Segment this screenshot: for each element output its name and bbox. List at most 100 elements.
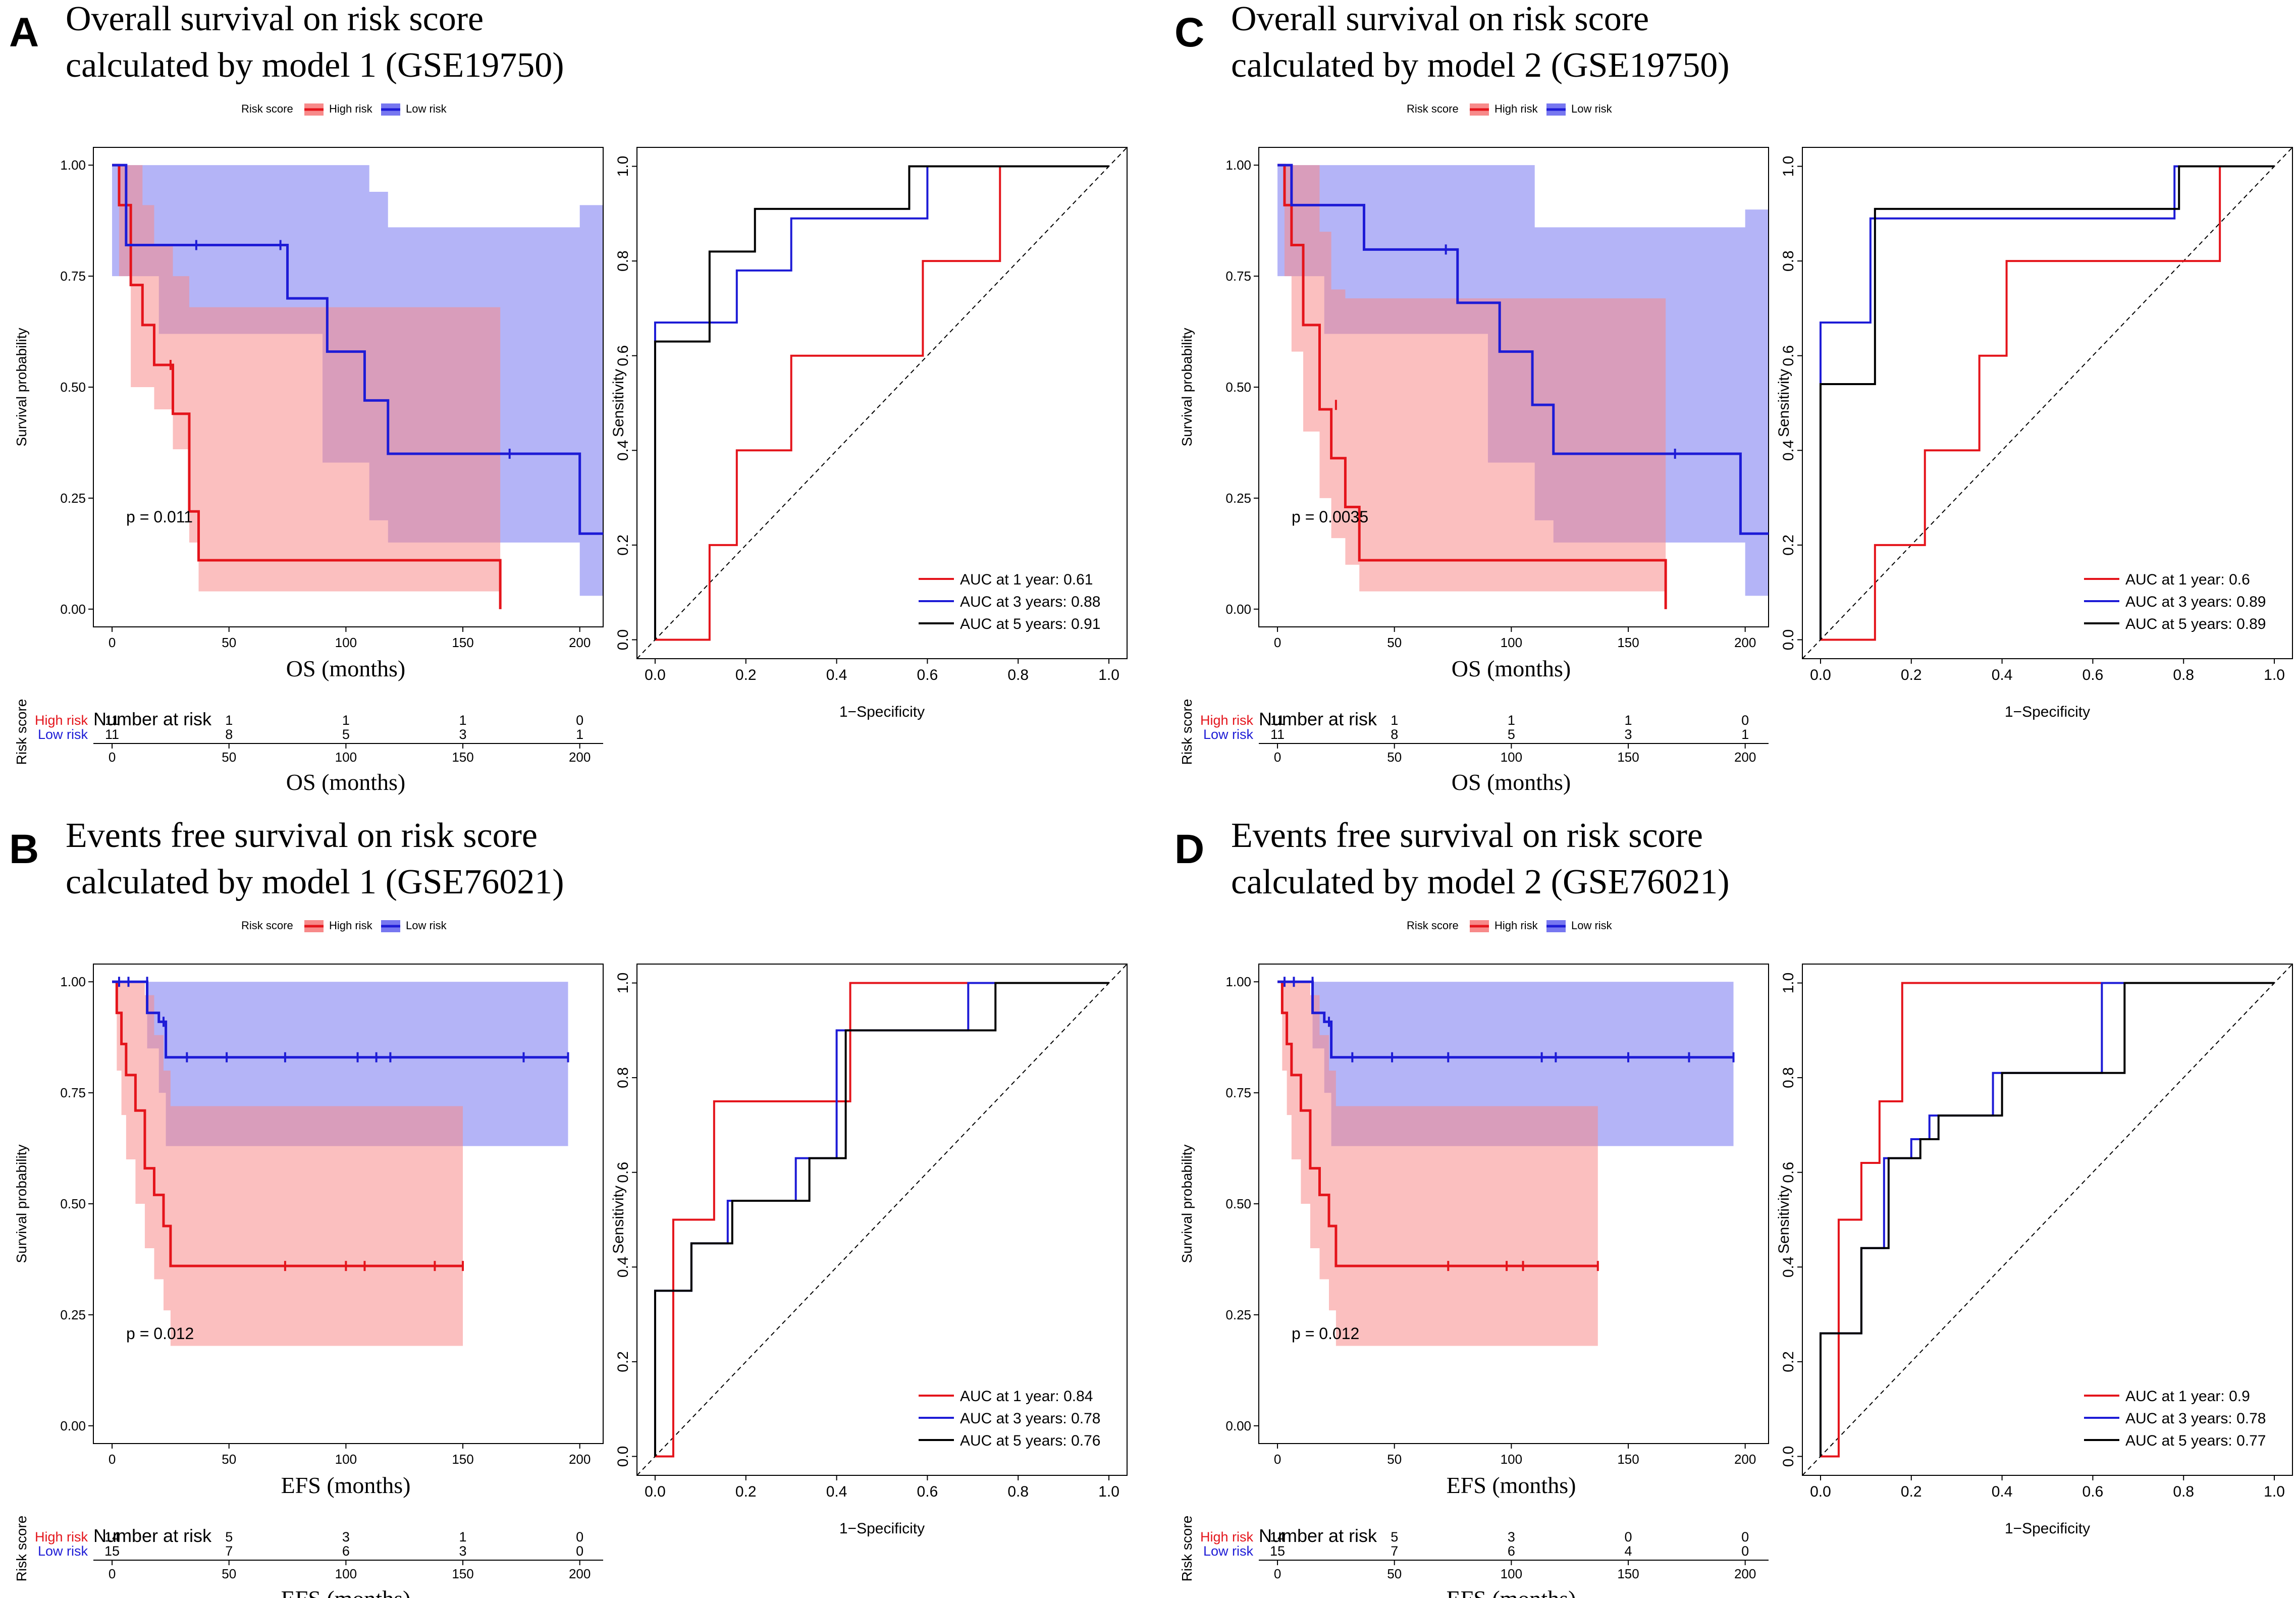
risk-table-x-axis-label: OS (months): [1452, 769, 1571, 795]
roc-legend-label: AUC at 3 years: 0.78: [2125, 1410, 2266, 1427]
risk-count: 7: [225, 1543, 233, 1559]
km-x-tick-label: 0: [1274, 635, 1281, 650]
risk-table-x-axis-label: EFS (months): [1447, 1586, 1576, 1598]
risk-count: 0: [1741, 1543, 1749, 1559]
km-y-tick-label: 0.00: [60, 1418, 86, 1433]
roc-y-tick-label: 0.8: [615, 1067, 631, 1088]
km-x-tick-label: 0: [109, 1452, 116, 1467]
roc-x-tick-label: 1.0: [1098, 1483, 1119, 1500]
panel-title-line: Events free survival on risk score: [1231, 816, 1703, 855]
risk-count: 11: [1270, 713, 1285, 728]
km-x-tick-label: 150: [452, 1452, 473, 1467]
risk-table-x-tick-label: 0: [1274, 1566, 1281, 1581]
panel-title-line: calculated by model 1 (GSE76021): [66, 863, 564, 901]
km-x-tick-label: 150: [452, 635, 473, 650]
roc-y-tick-label: 0.2: [1780, 1351, 1797, 1372]
low-risk-curve: [1277, 164, 1769, 535]
legend-label-low: Low risk: [1571, 102, 1613, 115]
risk-count: 1: [576, 727, 583, 742]
risk-row-label: Low risk: [38, 1543, 88, 1559]
risk-row-label: Low risk: [1203, 1543, 1254, 1559]
roc-y-tick-label: 0.0: [1780, 629, 1797, 651]
risk-table-title: Number at risk: [1259, 709, 1377, 729]
km-y-tick-label: 0.75: [1225, 1085, 1251, 1100]
roc-x-tick-label: 0.0: [645, 667, 666, 683]
roc-x-tick-label: 0.0: [1810, 667, 1831, 683]
risk-count: 6: [1508, 1543, 1515, 1559]
km-y-tick-label: 0.25: [60, 1307, 86, 1322]
roc-x-tick-label: 0.4: [826, 667, 847, 683]
roc-x-axis-label: 1−Specificity: [2005, 704, 2090, 720]
roc-x-tick-label: 0.2: [735, 667, 757, 683]
risk-count: 0: [1741, 713, 1749, 728]
risk-count: 3: [459, 727, 467, 742]
legend-title: Risk score: [1407, 919, 1459, 932]
km-x-axis-label: OS (months): [1452, 656, 1571, 681]
risk-table-x-axis-label: EFS (months): [281, 1586, 411, 1598]
km-y-tick-label: 0.00: [60, 602, 86, 617]
km-y-axis-label: Survival probability: [14, 1145, 29, 1263]
km-legend: Risk score High risk Low risk: [1407, 919, 1613, 932]
risk-row-label: Low risk: [1203, 727, 1254, 742]
risk-row-label: High risk: [35, 713, 88, 728]
roc-legend-label: AUC at 3 years: 0.78: [960, 1410, 1100, 1427]
km-x-tick-label: 100: [335, 1452, 357, 1467]
km-y-tick-label: 1.00: [1225, 974, 1251, 989]
roc-plot-frame: [636, 964, 1128, 1476]
risk-count: 1: [342, 713, 350, 728]
km-y-tick-label: 1.00: [60, 157, 86, 173]
panel-title-line: calculated by model 1 (GSE19750): [66, 46, 564, 85]
roc-x-tick-label: 0.0: [645, 1483, 666, 1500]
roc-legend-label: AUC at 5 years: 0.76: [960, 1432, 1100, 1449]
risk-table-x-tick-label: 0: [109, 750, 116, 765]
risk-table-x-tick-label: 100: [335, 750, 357, 765]
risk-count: 14: [1270, 1529, 1285, 1544]
risk-table-x-tick-label: 0: [109, 1566, 116, 1581]
roc-y-tick-label: 0.4: [615, 1256, 631, 1277]
roc-y-axis-label: Sensitivity: [1776, 369, 1792, 437]
roc-y-axis-label: Sensitivity: [1776, 1186, 1792, 1254]
risk-row-label: High risk: [35, 1529, 88, 1544]
roc-diagonal: [636, 964, 1128, 1476]
km-x-tick-label: 150: [1617, 1452, 1639, 1467]
km-y-tick-label: 0.50: [1225, 380, 1251, 395]
p-value: p = 0.0035: [1292, 508, 1368, 526]
roc-diagonal: [1802, 964, 2293, 1476]
km-x-tick-label: 50: [222, 635, 236, 650]
km-legend: Risk score High risk Low risk: [241, 919, 447, 932]
roc-x-tick-label: 0.6: [917, 667, 938, 683]
roc-legend-label: AUC at 5 years: 0.89: [2125, 616, 2266, 632]
p-value: p = 0.012: [126, 1324, 194, 1343]
roc-curve-3-years: [654, 165, 1109, 640]
high-risk-ci-band: [1277, 165, 1666, 592]
legend-label-high: High risk: [1494, 919, 1538, 932]
km-x-tick-label: 100: [1501, 635, 1522, 650]
panel-d: D Events free survival on risk score calcu…: [1174, 816, 2293, 1598]
roc-y-tick-label: 0.8: [1780, 1067, 1797, 1088]
km-x-tick-label: 150: [1617, 635, 1639, 650]
roc-y-tick-label: 1.0: [615, 973, 631, 994]
risk-count: 3: [1508, 1529, 1515, 1544]
risk-count: 1: [1625, 713, 1632, 728]
panel-letter: D: [1174, 826, 1204, 872]
legend-title: Risk score: [1407, 102, 1459, 115]
roc-curve-1-year: [655, 982, 1109, 1458]
roc-x-tick-label: 0.8: [1007, 1483, 1029, 1500]
panel-title-line: Overall survival on risk score: [1231, 0, 1649, 38]
km-x-axis-label: EFS (months): [281, 1472, 411, 1498]
legend-label-low: Low risk: [406, 919, 447, 932]
km-legend: Risk score High risk Low risk: [1407, 102, 1613, 116]
roc-diagonal: [636, 147, 1128, 659]
panel-b: B Events free survival on risk score calcu…: [9, 816, 1128, 1598]
km-y-tick-label: 0.25: [60, 491, 86, 506]
risk-count: 1: [459, 1529, 467, 1544]
roc-y-tick-label: 0.6: [1780, 1162, 1797, 1183]
panel-title-line: Overall survival on risk score: [66, 0, 484, 38]
risk-count: 1: [1508, 713, 1515, 728]
roc-curve-5-years: [1819, 165, 2275, 640]
km-x-tick-label: 0: [109, 635, 116, 650]
roc-x-tick-label: 0.8: [1007, 667, 1029, 683]
risk-table-x-tick-label: 100: [1501, 750, 1522, 765]
roc-y-tick-label: 1.0: [1780, 973, 1797, 994]
risk-count: 5: [225, 1529, 233, 1544]
